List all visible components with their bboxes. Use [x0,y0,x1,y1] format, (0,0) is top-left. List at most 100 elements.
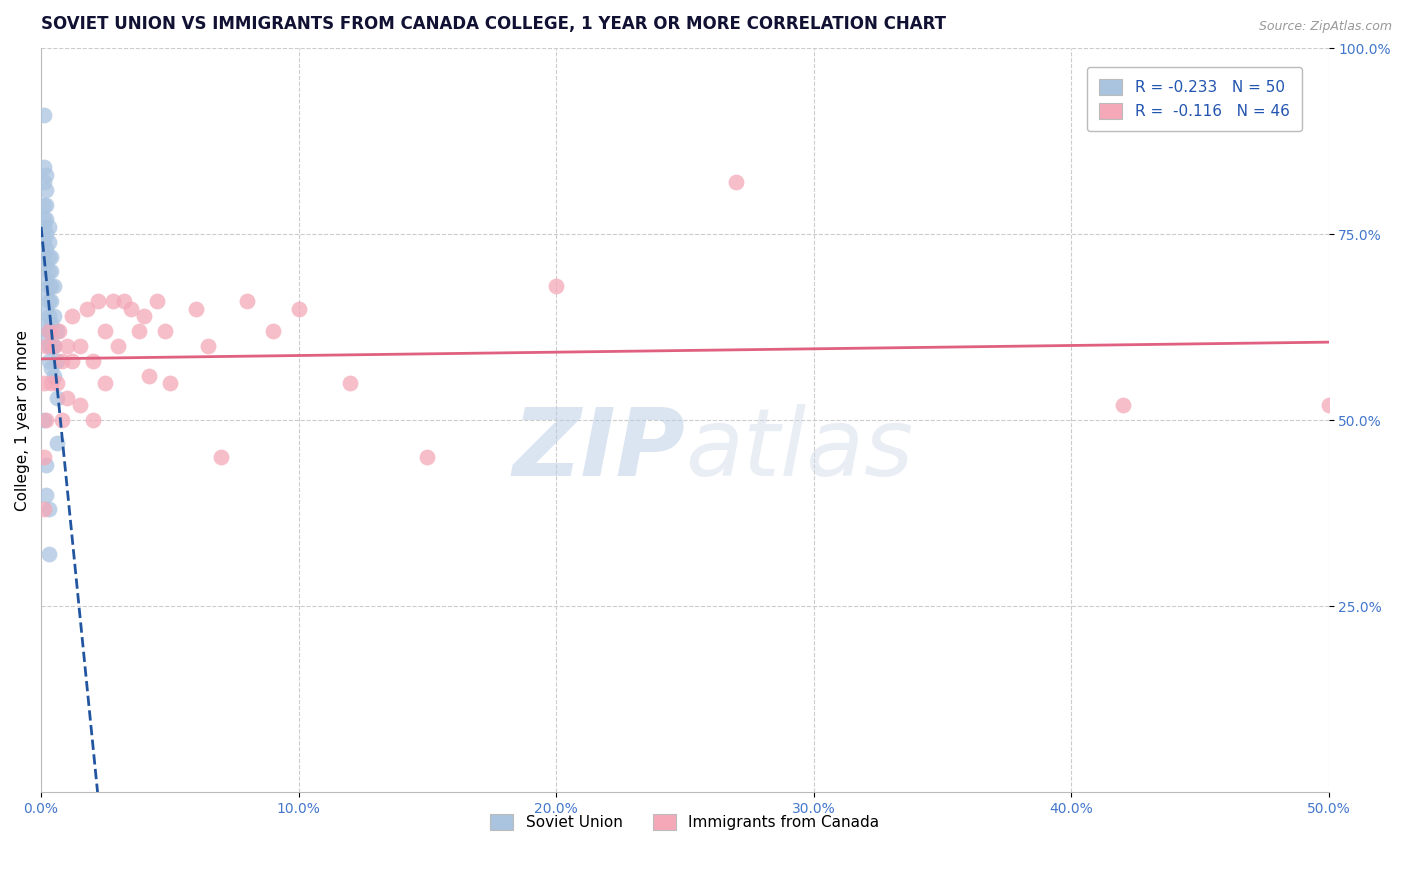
Point [48,324,70,338]
Point [416,450,439,465]
Point [32,175,55,189]
Point [45,324,67,338]
Point [32,161,55,175]
Point [69,339,91,353]
Point [76,301,98,316]
Point [32,376,55,390]
Point [146,294,169,309]
Point [287,301,309,316]
Point [35,487,58,501]
Point [35,317,58,331]
Point [56,339,79,353]
Point [41,376,63,390]
Point [41,361,63,376]
Point [209,450,232,465]
Point [38,339,60,353]
Point [35,286,58,301]
Point [42,309,65,323]
Point [38,294,60,309]
Point [1111,398,1133,412]
Point [42,339,65,353]
Point [42,339,65,353]
Point [41,294,63,309]
Point [45,353,67,368]
Point [184,301,207,316]
Point [45,391,67,405]
Point [32,197,55,211]
Point [41,317,63,331]
Point [82,413,104,427]
Point [32,219,55,234]
Text: SOVIET UNION VS IMMIGRANTS FROM CANADA COLLEGE, 1 YEAR OR MORE CORRELATION CHART: SOVIET UNION VS IMMIGRANTS FROM CANADA C… [41,15,946,33]
Point [32,250,55,264]
Point [45,435,67,450]
Point [128,324,150,338]
Point [35,168,58,182]
Point [32,235,55,249]
Point [38,264,60,278]
Point [38,324,60,338]
Point [159,376,181,390]
Point [51,413,73,427]
Text: atlas: atlas [685,404,912,495]
Point [120,301,142,316]
Point [38,235,60,249]
Point [262,324,284,338]
Point [41,250,63,264]
Point [35,331,58,345]
Point [32,450,55,465]
Point [35,301,58,316]
Point [94,324,117,338]
Point [41,339,63,353]
Point [32,413,55,427]
Point [35,183,58,197]
Point [38,547,60,561]
Point [35,272,58,286]
Point [42,279,65,293]
Text: ZIP: ZIP [512,404,685,496]
Point [38,250,60,264]
Point [87,294,110,309]
Point [35,257,58,271]
Point [41,264,63,278]
Point [138,368,160,383]
Point [51,353,73,368]
Point [45,376,67,390]
Point [38,219,60,234]
Point [32,212,55,227]
Point [236,294,259,309]
Legend: Soviet Union, Immigrants from Canada: Soviet Union, Immigrants from Canada [484,808,886,837]
Point [35,413,58,427]
Point [103,294,125,309]
Point [42,368,65,383]
Point [35,197,58,211]
Point [35,242,58,256]
Point [38,279,60,293]
Point [35,227,58,242]
Point [38,502,60,516]
Point [56,391,79,405]
Point [35,458,58,472]
Point [153,324,176,338]
Point [38,324,60,338]
Point [60,353,83,368]
Point [38,309,60,323]
Point [107,339,129,353]
Point [197,339,219,353]
Point [82,353,104,368]
Point [725,175,748,189]
Point [69,398,91,412]
Point [60,309,83,323]
Text: Source: ZipAtlas.com: Source: ZipAtlas.com [1258,20,1392,33]
Point [35,339,58,353]
Point [339,376,361,390]
Point [32,502,55,516]
Point [112,294,135,309]
Point [132,309,155,323]
Point [38,353,60,368]
Point [35,212,58,227]
Point [1317,398,1340,412]
Point [41,279,63,293]
Point [546,279,568,293]
Y-axis label: College, 1 year or more: College, 1 year or more [15,330,30,511]
